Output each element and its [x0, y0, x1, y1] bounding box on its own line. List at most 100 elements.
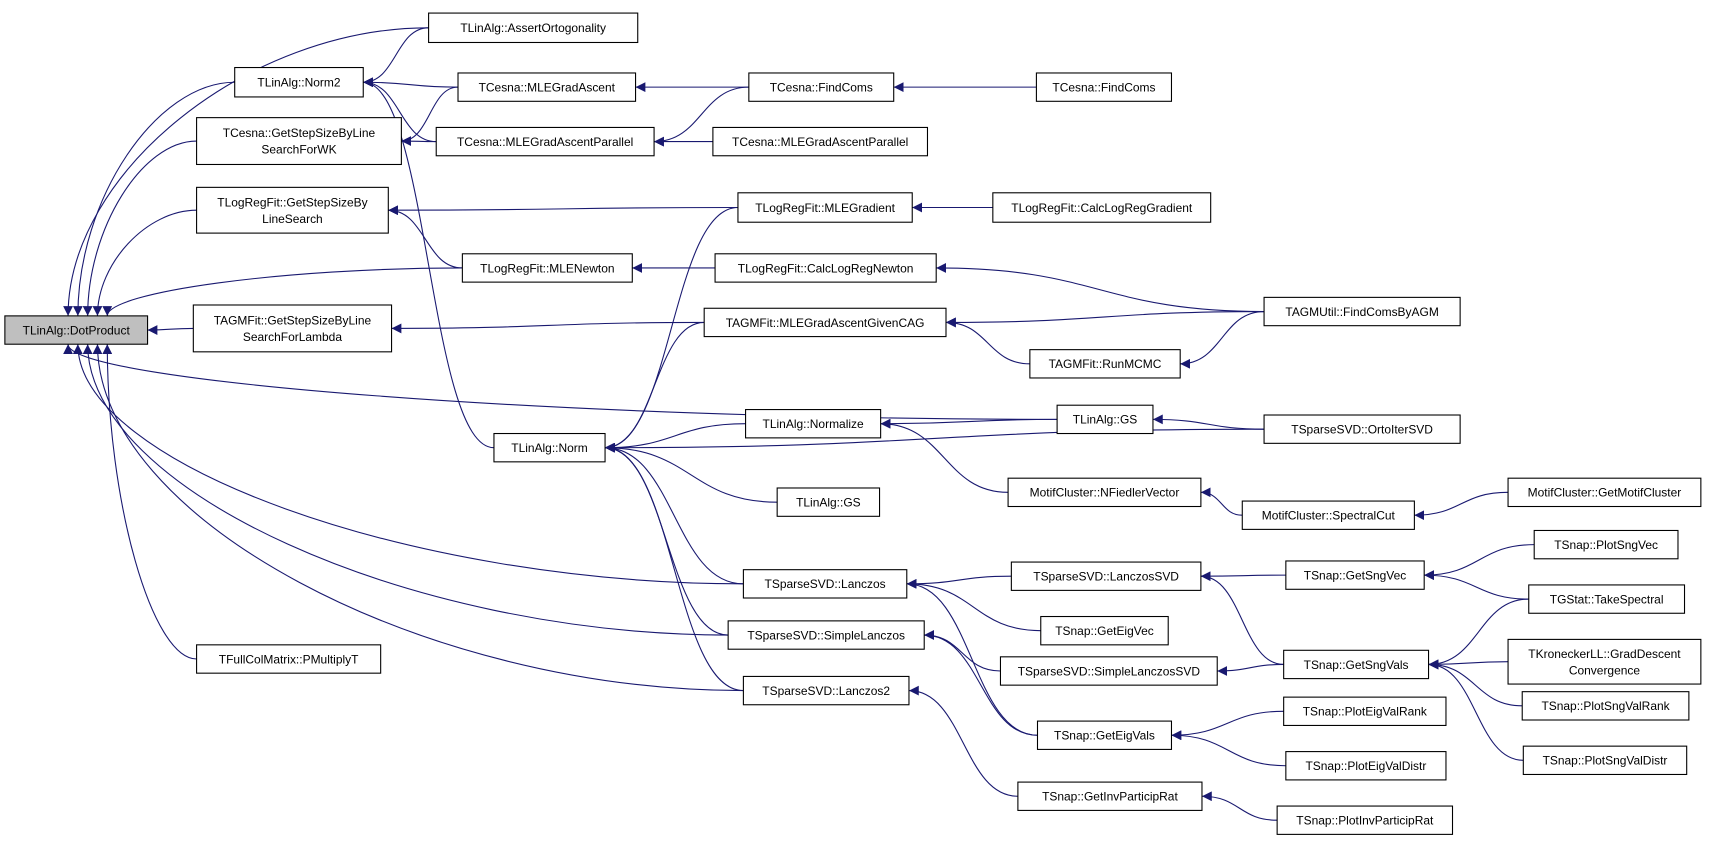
edges-layer — [63, 27, 1535, 821]
edge-fiedler-to-normalize — [880, 418, 1009, 493]
node-box — [196, 117, 402, 166]
node-box — [714, 253, 937, 283]
node-label: TSnap::GetEigVals — [1054, 729, 1155, 743]
edge-findbyagm-to-mlecag — [945, 310, 1265, 328]
node-label: TLinAlg::Norm2 — [257, 76, 340, 90]
graph-node[interactable]: MotifCluster::NFiedlerVector — [1007, 477, 1202, 508]
node-label: TKroneckerLL::GradDescent — [1528, 647, 1681, 661]
graph-node[interactable]: TAGMFit::RunMCMC — [1029, 349, 1181, 379]
graph-node[interactable]: TSnap::PlotSngVec — [1533, 529, 1679, 560]
graph-node[interactable]: TLogRegFit::MLENewton — [461, 253, 633, 283]
graph-node[interactable]: MotifCluster::SpectralCut — [1241, 500, 1415, 530]
node-label: TLinAlg::GS — [796, 496, 861, 510]
edge-ploteigrank-to-geteigvals — [1171, 710, 1284, 741]
node-box — [703, 307, 947, 338]
node-label: TCesna::GetStepSizeByLine — [223, 126, 376, 140]
graph-node[interactable]: TLinAlg::GS — [1056, 404, 1154, 435]
edge-mlenewton-to-dot — [102, 267, 463, 317]
graph-node[interactable]: TSnap::PlotSngValDistr — [1522, 745, 1688, 776]
node-label: TSnap::GetEigVec — [1055, 624, 1153, 638]
node-label: TLinAlg::DotProduct — [23, 323, 131, 337]
graph-node[interactable]: TLinAlg::GS — [776, 487, 881, 517]
graph-node[interactable]: TSparseSVD::Lanczos — [742, 569, 908, 599]
graph-node[interactable]: TSnap::GetEigVals — [1036, 720, 1173, 750]
edge-getmotif-to-spectralcut — [1414, 491, 1509, 521]
node-box — [457, 72, 637, 102]
node-box — [196, 644, 382, 674]
graph-node[interactable]: MotifCluster::GetMotifCluster — [1507, 477, 1702, 508]
graph-node[interactable]: TCesna::MLEGradAscent — [457, 72, 637, 102]
graph-node[interactable]: TSparseSVD::OrtoIterSVD — [1263, 414, 1461, 444]
node-box — [1283, 696, 1447, 726]
node-box — [1036, 720, 1173, 750]
edge-plotsngdistr-to-getsngvals — [1428, 659, 1524, 761]
graph-node[interactable]: TCesna::MLEGradAscentParallel — [712, 126, 929, 157]
node-label: TSnap::PlotSngValRank — [1541, 699, 1669, 713]
root-node[interactable]: TLinAlg::DotProduct — [4, 315, 149, 345]
graph-node[interactable]: TSparseSVD::LanczosSVD — [1010, 561, 1202, 591]
graph-node[interactable]: TAGMFit::MLEGradAscentGivenCAG — [703, 307, 947, 338]
graph-node[interactable]: TCesna::MLEGradAscentParallel — [435, 126, 655, 157]
edge-pmult-to-dot — [102, 344, 197, 660]
graph-node[interactable]: TSnap::PlotEigValDistr — [1285, 751, 1447, 781]
graph-node[interactable]: TAGMUtil::FindComsByAGM — [1263, 296, 1461, 327]
node-label: SearchForLambda — [243, 330, 342, 344]
graph-node[interactable]: TSparseSVD::Lanczos2 — [742, 675, 910, 706]
graph-node[interactable]: TLinAlg::Norm2 — [234, 66, 364, 98]
node-label: MotifCluster::SpectralCut — [1262, 509, 1396, 523]
graph-node[interactable]: TSparseSVD::SimpleLanczos — [727, 620, 925, 650]
node-label: Convergence — [1569, 663, 1641, 677]
node-box — [748, 72, 895, 102]
node-box — [1007, 477, 1202, 508]
edge-lanczossvd-to-lanczos — [906, 575, 1012, 589]
node-label: TSparseSVD::SimpleLanczosSVD — [1018, 664, 1201, 678]
edge-mlegap-to-norm2 — [363, 77, 437, 143]
graph-node[interactable]: TLogRegFit::CalcLogRegGradient — [992, 192, 1212, 223]
graph-node[interactable]: TLinAlg::AssertOrtogonality — [428, 12, 639, 44]
edge-mlecag-to-agmstep — [391, 321, 705, 334]
graph-node[interactable]: TCesna::FindComs — [748, 72, 895, 102]
graph-node[interactable]: TSparseSVD::SimpleLanczosSVD — [999, 656, 1218, 686]
graph-node[interactable]: TSnap::GetInvParticipRat — [1017, 781, 1203, 811]
edge-gslow-to-norm — [605, 442, 778, 503]
edge-assert-to-dot — [63, 27, 429, 316]
edge-geteigvals-to-simplelanczos — [924, 630, 1038, 736]
graph-node[interactable]: TLinAlg::Norm — [493, 432, 606, 463]
node-box — [776, 487, 881, 517]
edge-simplelanczos-to-dot — [82, 344, 729, 636]
graph-node[interactable]: TGStat::TakeSpectral — [1528, 584, 1686, 614]
graph-node[interactable]: TSnap::GetEigVec — [1040, 615, 1169, 646]
graph-node[interactable]: TLinAlg::Normalize — [745, 409, 882, 439]
graph-node[interactable]: TSnap::PlotSngValRank — [1521, 691, 1690, 721]
edge-lanczos2-to-norm — [605, 442, 744, 692]
graph-node[interactable]: TSnap::GetSngVec — [1285, 560, 1425, 590]
node-box — [712, 126, 929, 157]
edge-findcoms1-to-mlegap — [654, 86, 749, 147]
edge-mlegap-to-cesnastep — [401, 136, 437, 146]
graph-node[interactable]: TCesna::FindComs — [1035, 72, 1173, 102]
node-label: TSnap::PlotSngValDistr — [1543, 754, 1668, 768]
graph-node[interactable]: TFullColMatrix::PMultiplyT — [196, 644, 382, 674]
edge-plotsngvec-to-getsngvec — [1424, 544, 1535, 581]
node-label: TSnap::PlotInvParticipRat — [1296, 814, 1434, 828]
graph-node[interactable]: TLogRegFit::CalcLogRegNewton — [714, 253, 937, 283]
node-label: TLogRegFit::MLENewton — [480, 261, 614, 275]
edge-geteigvec-to-lanczos — [906, 578, 1041, 632]
edge-normalize-to-norm — [605, 423, 746, 453]
graph-node[interactable]: TSnap::GetSngVals — [1283, 649, 1430, 680]
edge-mlega-to-norm2 — [363, 77, 459, 88]
node-label: TCesna::MLEGradAscent — [479, 80, 616, 94]
node-label: TSparseSVD::OrtoIterSVD — [1291, 423, 1433, 437]
graph-node[interactable]: TAGMFit::GetStepSizeByLineSearchForLambd… — [192, 304, 393, 353]
edge-getsngvals-to-simplelanczossvd — [1217, 663, 1284, 676]
node-box — [1528, 584, 1686, 614]
edge-invpart-to-lanczos2 — [908, 685, 1018, 797]
graph-node[interactable]: TSnap::PlotInvParticipRat — [1276, 805, 1454, 835]
node-label: TLinAlg::Normalize — [763, 417, 864, 431]
graph-node[interactable]: TSnap::PlotEigValRank — [1283, 696, 1447, 726]
graph-node[interactable]: TLogRegFit::MLEGradient — [737, 192, 913, 223]
